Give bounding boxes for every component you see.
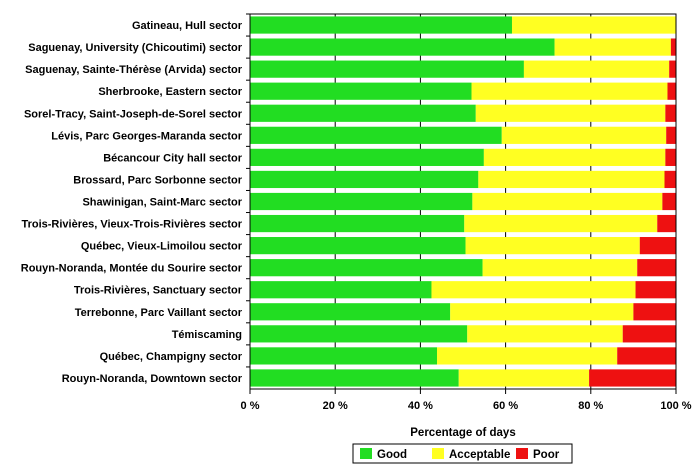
bar-segment-poor xyxy=(666,126,676,144)
x-tick-labels: 0 % 20 % 40 % 60 % 80 % 100 % xyxy=(241,389,692,412)
bar-segment-poor xyxy=(669,60,676,78)
category-label: Saguenay, University (Chicoutimi) sector xyxy=(28,42,242,54)
x-axis-title: Percentage of days xyxy=(410,427,515,439)
legend-label-poor: Poor xyxy=(533,449,560,461)
bar-segment-good xyxy=(250,281,432,299)
bar-segment-acceptable xyxy=(472,192,663,211)
bar-segment-acceptable xyxy=(437,347,618,365)
bar-segment-good xyxy=(250,259,483,277)
bar-segment-good xyxy=(250,16,512,34)
bar-segment-good xyxy=(250,148,484,166)
bar-segment-good xyxy=(250,82,472,100)
bar-segment-acceptable xyxy=(482,259,638,277)
category-label: Sherbrooke, Eastern sector xyxy=(98,86,242,98)
bars xyxy=(250,16,676,387)
bar-segment-poor xyxy=(665,148,676,166)
legend-swatch-poor xyxy=(516,448,528,459)
category-label: Bécancour City hall sector xyxy=(103,152,242,164)
bar-segment-poor xyxy=(622,325,676,343)
bar-segment-acceptable xyxy=(511,16,676,34)
bar-segment-good xyxy=(250,303,451,321)
legend-label-acceptable: Acceptable xyxy=(449,449,510,461)
bar-segment-acceptable xyxy=(450,303,634,321)
bar-segment-poor xyxy=(662,192,676,211)
bar-segment-acceptable xyxy=(523,60,670,78)
x-tick-label: 80 % xyxy=(578,400,603,412)
bar-segment-good xyxy=(250,369,459,387)
category-label: Saguenay, Sainte-Thérèse (Arvida) sector xyxy=(25,64,243,76)
bar-segment-poor xyxy=(639,237,676,255)
bar-segment-acceptable xyxy=(465,237,640,255)
legend: Good Acceptable Poor xyxy=(352,443,573,464)
bar-segment-good xyxy=(250,325,468,343)
category-label: Rouyn-Noranda, Downtown sector xyxy=(62,373,243,385)
x-tick-label: 100 % xyxy=(660,400,691,412)
bar-segment-acceptable xyxy=(467,325,623,343)
legend-label-good: Good xyxy=(377,449,407,461)
bar-segment-acceptable xyxy=(458,369,590,387)
bar-segment-acceptable xyxy=(464,214,658,233)
bar-segment-good xyxy=(250,38,555,56)
category-label: Terrebonne, Parc Vaillant sector xyxy=(75,307,243,319)
x-tick-label: 40 % xyxy=(408,400,433,412)
bar-segment-poor xyxy=(664,170,676,189)
bar-segment-poor xyxy=(667,82,676,100)
bar-segment-poor xyxy=(637,259,676,277)
category-labels: Gatineau, Hull sector Saguenay, Universit… xyxy=(21,13,250,385)
bar-segment-good xyxy=(250,104,476,122)
bar-segment-poor xyxy=(617,347,676,365)
bar-segment-poor xyxy=(657,214,676,233)
bar-segment-good xyxy=(250,192,473,211)
bar-segment-acceptable xyxy=(501,126,667,144)
bar-segment-good xyxy=(250,126,502,144)
category-label: Lévis, Parc Georges-Maranda sector xyxy=(51,130,242,142)
bar-segment-acceptable xyxy=(471,82,668,100)
bar-segment-acceptable xyxy=(478,170,665,189)
bar-segment-good xyxy=(250,60,524,78)
bar-segment-good xyxy=(250,237,466,255)
x-tick-label: 20 % xyxy=(323,400,348,412)
x-tick-label: 60 % xyxy=(493,400,518,412)
bar-segment-poor xyxy=(635,281,676,299)
bar-segment-acceptable xyxy=(431,281,636,299)
bar-segment-acceptable xyxy=(483,148,666,166)
bar-segment-good xyxy=(250,347,438,365)
bar-segment-good xyxy=(250,170,479,189)
legend-swatch-good xyxy=(360,448,372,459)
category-label: Québec, Vieux-Limoilou sector xyxy=(81,241,243,253)
bar-segment-poor xyxy=(670,38,676,56)
bar-segment-acceptable xyxy=(554,38,671,56)
category-label: Trois-Rivières, Vieux-Trois-Rivières sec… xyxy=(21,219,242,231)
category-label: Trois-Rivières, Sanctuary sector xyxy=(74,285,243,297)
category-label: Témiscaming xyxy=(172,329,242,341)
plot-area-frame xyxy=(249,13,677,390)
category-label: Gatineau, Hull sector xyxy=(132,20,243,32)
category-label: Sorel-Tracy, Saint-Joseph-de-Sorel secto… xyxy=(24,108,243,120)
bar-segment-poor xyxy=(633,303,676,321)
x-tick-label: 0 % xyxy=(241,400,260,412)
category-label: Brossard, Parc Sorbonne sector xyxy=(73,174,242,186)
category-label: Rouyn-Noranda, Montée du Sourire sector xyxy=(21,263,243,275)
legend-swatch-acceptable xyxy=(432,448,444,459)
category-label: Shawinigan, Saint-Marc sector xyxy=(82,197,242,209)
bar-segment-poor xyxy=(589,369,676,387)
bar-segment-poor xyxy=(665,104,676,122)
category-label: Québec, Champigny sector xyxy=(100,351,243,363)
bar-segment-acceptable xyxy=(475,104,666,122)
bar-segment-good xyxy=(250,214,465,233)
